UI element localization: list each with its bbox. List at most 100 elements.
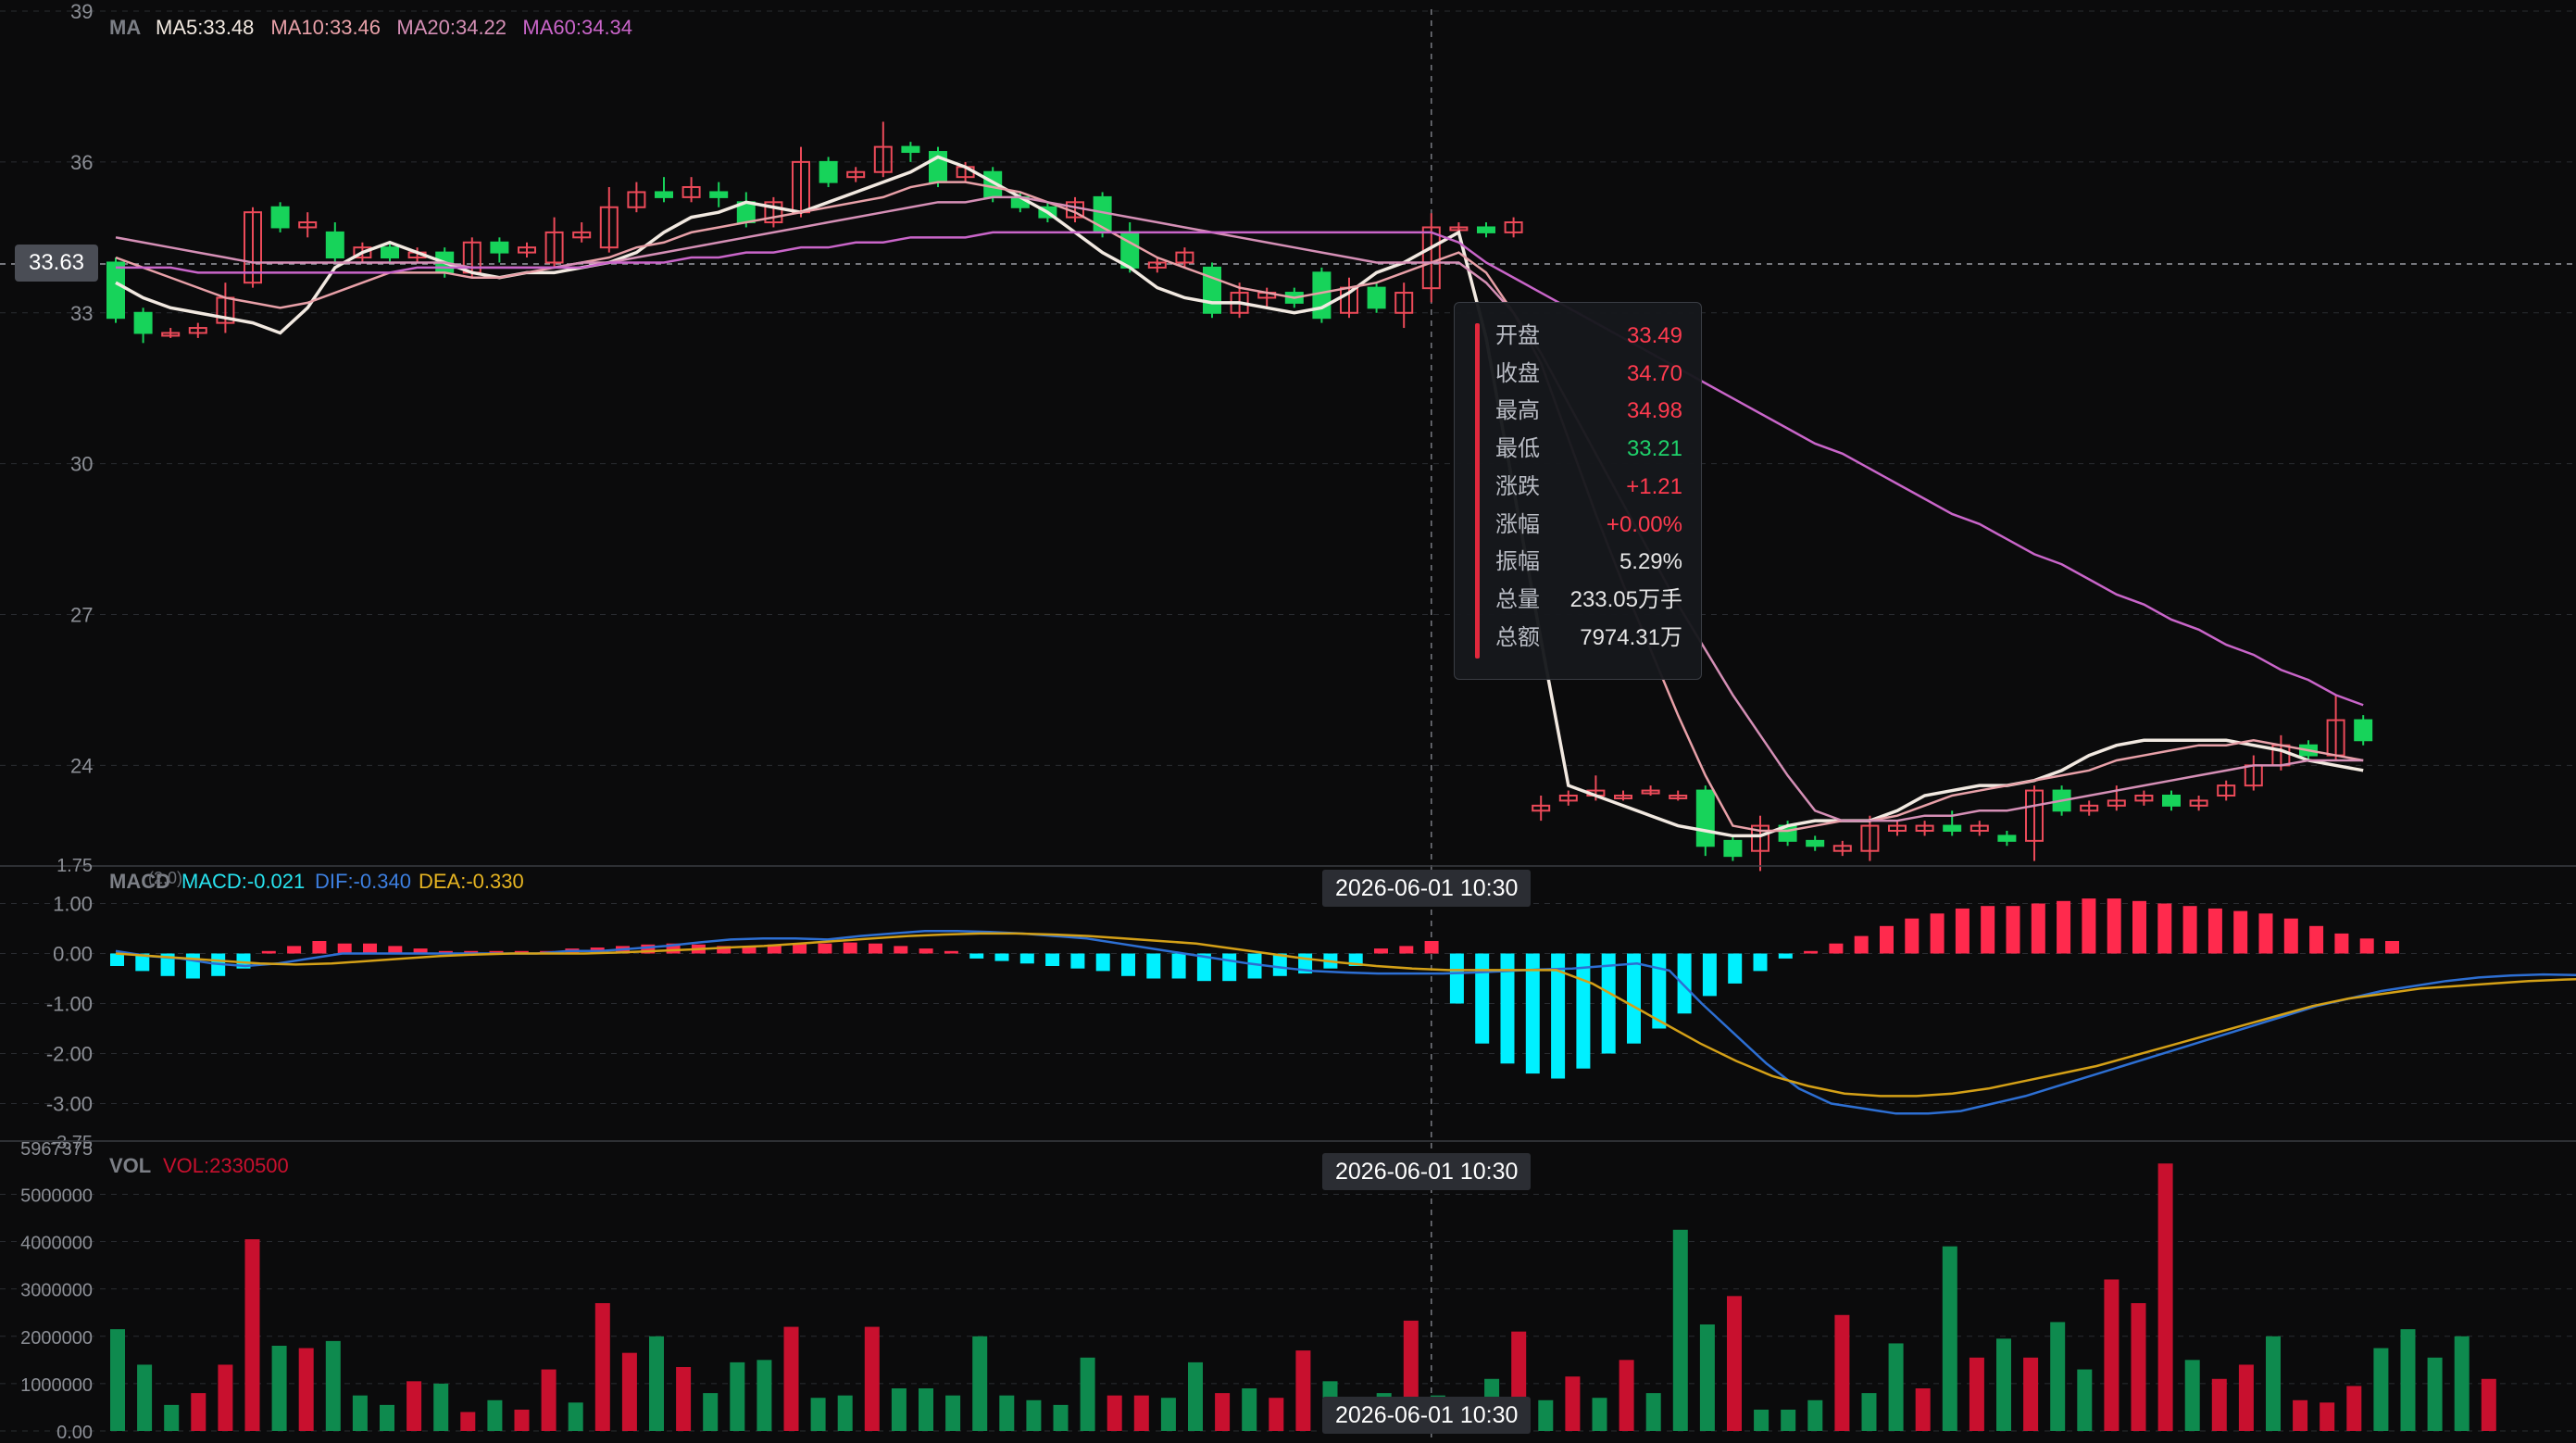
macd-hist-neg bbox=[1677, 953, 1692, 1014]
macd-hist-pos bbox=[1930, 913, 1945, 954]
macd-hist-neg bbox=[1551, 953, 1566, 1079]
volume-axis-top: 5967375 bbox=[20, 1139, 93, 1160]
macd-hist-neg bbox=[1171, 953, 1186, 979]
volume-bar-up bbox=[1215, 1393, 1231, 1431]
tooltip-row: 振幅 5.29% bbox=[1495, 544, 1682, 581]
macd-hist-neg bbox=[110, 953, 124, 966]
volume-bar-up bbox=[218, 1364, 233, 1431]
candle-up bbox=[298, 221, 318, 229]
candle-up bbox=[161, 332, 181, 337]
candle-down bbox=[106, 261, 125, 320]
price-axis-tick: 36 bbox=[70, 151, 93, 174]
macd-hist-pos bbox=[514, 950, 529, 954]
volume-legend-label: VOL bbox=[109, 1154, 151, 1177]
volume-bar-down bbox=[433, 1383, 449, 1431]
candle-up bbox=[1449, 226, 1469, 232]
volume-bar-up bbox=[1834, 1314, 1850, 1431]
macd-hist-pos bbox=[2359, 938, 2374, 954]
volume-bar-up bbox=[783, 1326, 799, 1431]
tooltip-row: 总量 233.05万手 bbox=[1495, 582, 1682, 619]
candle-up bbox=[1860, 824, 1880, 852]
price-axis-tick: 33 bbox=[70, 302, 93, 325]
ma-legend-item: MA60:34.34 bbox=[522, 16, 632, 39]
candle-up bbox=[353, 246, 372, 259]
macd-hist-neg bbox=[185, 953, 200, 979]
volume-bar-up bbox=[1915, 1387, 1931, 1431]
macd-axis-top: 1.75 bbox=[56, 856, 93, 876]
volume-bar-up bbox=[406, 1381, 422, 1431]
tooltip-row: 最低 33.21 bbox=[1495, 431, 1682, 468]
ohlc-tooltip: 开盘 33.49 收盘 34.70 最高 34.98 最低 33.21 涨跌 +1.21 涨幅 +0.… bbox=[1454, 302, 1702, 680]
tooltip-key: 涨幅 bbox=[1495, 511, 1540, 537]
volume-bar-up bbox=[2320, 1402, 2335, 1431]
volume-bar-up bbox=[594, 1302, 610, 1431]
volume-bar-up bbox=[1295, 1350, 1311, 1431]
volume-bar-up bbox=[1565, 1376, 1581, 1431]
volume-bar-up bbox=[676, 1366, 692, 1431]
volume-bar-down bbox=[2400, 1329, 2416, 1431]
macd-hist-pos bbox=[464, 950, 479, 954]
macd-axis-tick: -2.00 bbox=[46, 1043, 93, 1066]
volume-axis-tick: 3000000 bbox=[20, 1281, 93, 1301]
candle-up bbox=[2025, 789, 2044, 842]
volume-bar-up bbox=[2131, 1302, 2146, 1431]
current-price-tag: 33.63 bbox=[15, 245, 98, 282]
macd-hist-pos bbox=[1854, 935, 1869, 954]
tooltip-value: 34.98 bbox=[1626, 398, 1682, 424]
volume-bar-down bbox=[891, 1387, 907, 1431]
candle-down bbox=[819, 160, 838, 183]
candle-up bbox=[764, 201, 783, 224]
macd-hist-pos bbox=[1424, 941, 1439, 954]
candle-down bbox=[1723, 839, 1743, 858]
candle-down bbox=[1312, 271, 1332, 320]
macd-hist-neg bbox=[1196, 953, 1211, 982]
candle-up bbox=[2217, 784, 2236, 797]
price-axis-tick: 24 bbox=[70, 754, 93, 777]
macd-hist-neg bbox=[1627, 953, 1641, 1044]
volume-bar-up bbox=[1619, 1360, 1634, 1431]
macd-hist-pos bbox=[818, 943, 832, 954]
candle-up bbox=[572, 231, 592, 239]
candle-up bbox=[518, 246, 536, 254]
ma-line-ma5 bbox=[115, 155, 2364, 838]
candle-up bbox=[2189, 799, 2208, 807]
volume-bar-down bbox=[810, 1398, 826, 1431]
tooltip-key: 开盘 bbox=[1495, 323, 1540, 348]
candle-up bbox=[1669, 794, 1688, 799]
volume-bar-down bbox=[919, 1387, 933, 1431]
volume-bar-down bbox=[2050, 1322, 2066, 1431]
macd-hist-pos bbox=[1399, 946, 1414, 954]
candle-down bbox=[381, 246, 399, 259]
volume-bar-down bbox=[1942, 1246, 1957, 1431]
candle-up bbox=[1888, 824, 1907, 832]
macd-hist-pos bbox=[2385, 941, 2399, 954]
tooltip-value: +0.00% bbox=[1606, 511, 1682, 537]
candle-down bbox=[901, 145, 920, 154]
volume-bar-down bbox=[164, 1404, 180, 1431]
volume-bar-up bbox=[2238, 1364, 2254, 1431]
macd-hist-pos bbox=[2082, 898, 2096, 954]
volume-bar-up bbox=[2211, 1378, 2227, 1431]
volume-bar-down bbox=[2266, 1336, 2281, 1431]
candle-up bbox=[1394, 292, 1414, 314]
volume-bar-up bbox=[1969, 1357, 1984, 1431]
candle-down bbox=[1997, 834, 2017, 842]
macd-hist-pos bbox=[287, 946, 302, 954]
macd-hist-neg bbox=[1121, 953, 1135, 976]
tooltip-value: 5.29% bbox=[1619, 549, 1682, 575]
macd-hist-neg bbox=[1500, 953, 1515, 1064]
tooltip-row: 涨幅 +0.00% bbox=[1495, 507, 1682, 544]
volume-bar-down bbox=[1188, 1361, 1203, 1431]
macd-hist-pos bbox=[1880, 925, 1894, 954]
volume-bar-up bbox=[621, 1352, 637, 1431]
volume-bar-down bbox=[1053, 1404, 1069, 1431]
volume-bar-down bbox=[137, 1364, 153, 1431]
volume-bar-down bbox=[1242, 1387, 1257, 1431]
tooltip-key: 振幅 bbox=[1495, 549, 1540, 575]
macd-hist-neg bbox=[1702, 953, 1717, 997]
tooltip-value: 33.49 bbox=[1626, 323, 1682, 348]
candle-up bbox=[1832, 845, 1852, 852]
tooltip-key: 最高 bbox=[1495, 398, 1540, 424]
macd-hist-neg bbox=[1222, 953, 1237, 982]
